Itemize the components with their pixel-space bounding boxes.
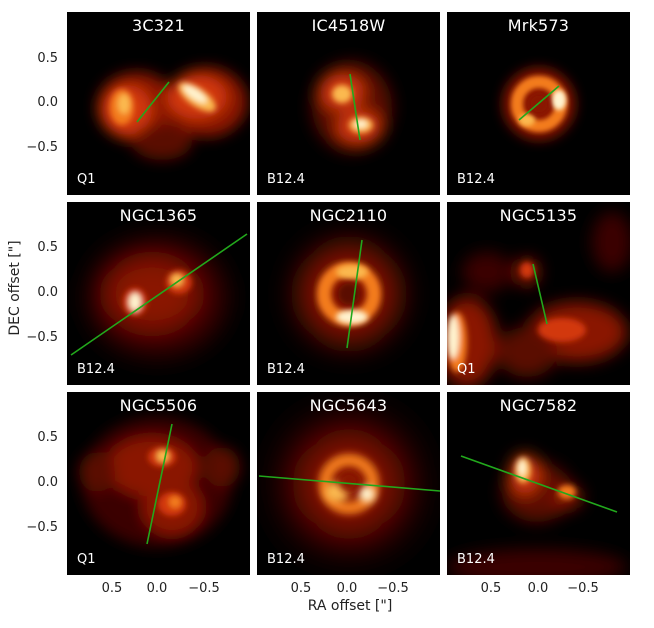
y-tick-label: 0.5 xyxy=(37,430,58,445)
axis-line xyxy=(146,423,173,545)
panel-ngc2110: NGC2110 B12.4 xyxy=(257,202,440,385)
axis-line xyxy=(349,73,361,141)
emission-image xyxy=(312,62,392,152)
panel-title: 3C321 xyxy=(132,16,185,35)
panel-3c321: 3C321 Q1 xyxy=(67,12,250,195)
panel-title: NGC5135 xyxy=(499,206,578,225)
emission-image xyxy=(503,68,575,140)
axis-line xyxy=(70,233,248,356)
x-tick-label: −0.5 xyxy=(567,581,599,596)
panel-ngc5506: NGC5506 Q1 xyxy=(67,392,250,575)
filter-label: Q1 xyxy=(77,552,96,567)
axis-line xyxy=(460,455,618,513)
y-tick-label: 0.0 xyxy=(37,285,58,300)
axis-line xyxy=(532,263,548,325)
panel-mrk573: Mrk573 B12.4 xyxy=(447,12,630,195)
emission-image xyxy=(294,239,404,349)
y-tick-label: 0.5 xyxy=(37,51,58,66)
filter-label: B12.4 xyxy=(77,362,115,377)
y-tick-label: −0.5 xyxy=(26,330,58,345)
x-tick-label: −0.5 xyxy=(377,581,409,596)
y-tick-label: 0.0 xyxy=(37,475,58,490)
x-axis-label: RA offset ["] xyxy=(307,598,393,614)
x-tick-label: 0.5 xyxy=(290,581,312,596)
emission-image xyxy=(447,212,630,385)
panel-ngc5135: NGC5135 Q1 xyxy=(447,202,630,385)
filter-label: B12.4 xyxy=(267,362,305,377)
x-tick-label: 0.0 xyxy=(336,581,358,596)
axis-line xyxy=(518,85,560,121)
panel-ic4518w: IC4518W B12.4 xyxy=(257,12,440,195)
panel-title: IC4518W xyxy=(311,16,386,35)
emission-image xyxy=(97,67,247,160)
filter-label: B12.4 xyxy=(457,552,495,567)
y-tick-label: −0.5 xyxy=(26,520,58,535)
axis-line xyxy=(346,239,363,349)
emission-image xyxy=(447,454,627,575)
emission-image xyxy=(70,233,248,357)
panel-ngc5643: NGC5643 B12.4 xyxy=(257,392,440,575)
y-tick-label: 0.5 xyxy=(37,240,58,255)
y-tick-label: −0.5 xyxy=(26,140,58,155)
filter-label: B12.4 xyxy=(267,552,305,567)
x-tick-label: −0.5 xyxy=(188,581,220,596)
filter-label: B12.4 xyxy=(457,172,495,187)
axis-line xyxy=(258,475,440,492)
panel-title: NGC5643 xyxy=(309,396,388,415)
y-tick-label: 0.0 xyxy=(37,95,58,110)
x-tick-label: 0.5 xyxy=(101,581,123,596)
filter-label: B12.4 xyxy=(267,172,305,187)
x-tick-label: 0.0 xyxy=(146,581,168,596)
panel-title: NGC7582 xyxy=(499,396,578,415)
x-tick-label: 0.5 xyxy=(480,581,502,596)
emission-image xyxy=(258,414,440,554)
filter-label: Q1 xyxy=(457,362,476,377)
panel-title: NGC2110 xyxy=(309,206,388,225)
panel-ngc1365: NGC1365 B12.4 xyxy=(67,202,250,385)
x-tick-label: 0.0 xyxy=(527,581,549,596)
panel-title: NGC5506 xyxy=(119,396,198,415)
axis-line xyxy=(136,81,170,123)
filter-label: Q1 xyxy=(77,172,96,187)
panel-ngc7582: NGC7582 B12.4 xyxy=(447,392,630,575)
panel-title: Mrk573 xyxy=(507,16,570,35)
emission-image xyxy=(79,417,240,547)
panel-title: NGC1365 xyxy=(119,206,198,225)
